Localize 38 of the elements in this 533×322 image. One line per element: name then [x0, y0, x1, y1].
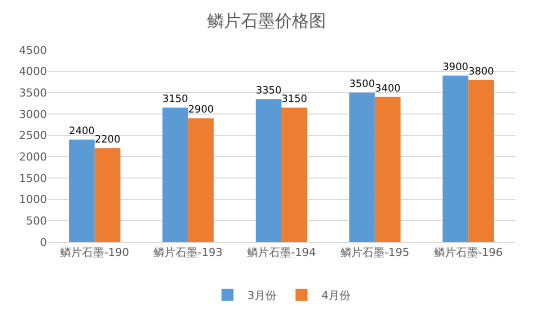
data-label: 2400 [69, 126, 95, 138]
data-label: 2900 [188, 104, 214, 116]
bar [442, 76, 468, 242]
data-label: 3150 [282, 94, 308, 106]
x-tick-label: 鳞片石墨-194 [247, 246, 316, 260]
y-tick-label: 3000 [19, 108, 47, 121]
chart-title: 鳞片石墨价格图 [207, 11, 326, 32]
bar [374, 96, 401, 242]
bar [188, 118, 214, 242]
data-label: 3800 [468, 66, 494, 78]
y-tick-label: 4000 [19, 65, 47, 78]
y-tick-label: 2000 [19, 150, 47, 164]
bar [256, 99, 282, 242]
bar [69, 140, 95, 242]
bar [162, 108, 188, 242]
x-tick-label: 鳞片石墨-195 [340, 246, 410, 260]
y-tick-label: 2500 [19, 129, 47, 142]
data-label: 3150 [162, 94, 188, 106]
bar [468, 80, 494, 242]
data-label: 3400 [374, 83, 401, 94]
y-tick-label: 500 [26, 214, 47, 228]
y-tick-label: 1500 [19, 172, 47, 185]
data-label: 2200 [94, 134, 120, 146]
x-tick-label: 鳞片石墨-190 [60, 246, 130, 260]
y-tick-label: 1000 [19, 193, 47, 206]
x-tick-label: 鳞片石墨-193 [154, 246, 223, 260]
bar [282, 108, 308, 242]
y-tick-label: 4500 [19, 44, 47, 57]
y-tick-label: 0 [40, 236, 47, 249]
x-tick-label: 鳞片石墨-196 [434, 246, 503, 260]
legend-label: 3月份 [248, 289, 276, 302]
data-label: 3350 [256, 86, 282, 97]
data-label: 3900 [442, 62, 468, 74]
y-tick-label: 3500 [19, 86, 47, 100]
bar [349, 92, 375, 242]
legend-label: 4月份 [322, 289, 350, 302]
bar [94, 148, 120, 242]
data-label: 3500 [349, 79, 375, 90]
